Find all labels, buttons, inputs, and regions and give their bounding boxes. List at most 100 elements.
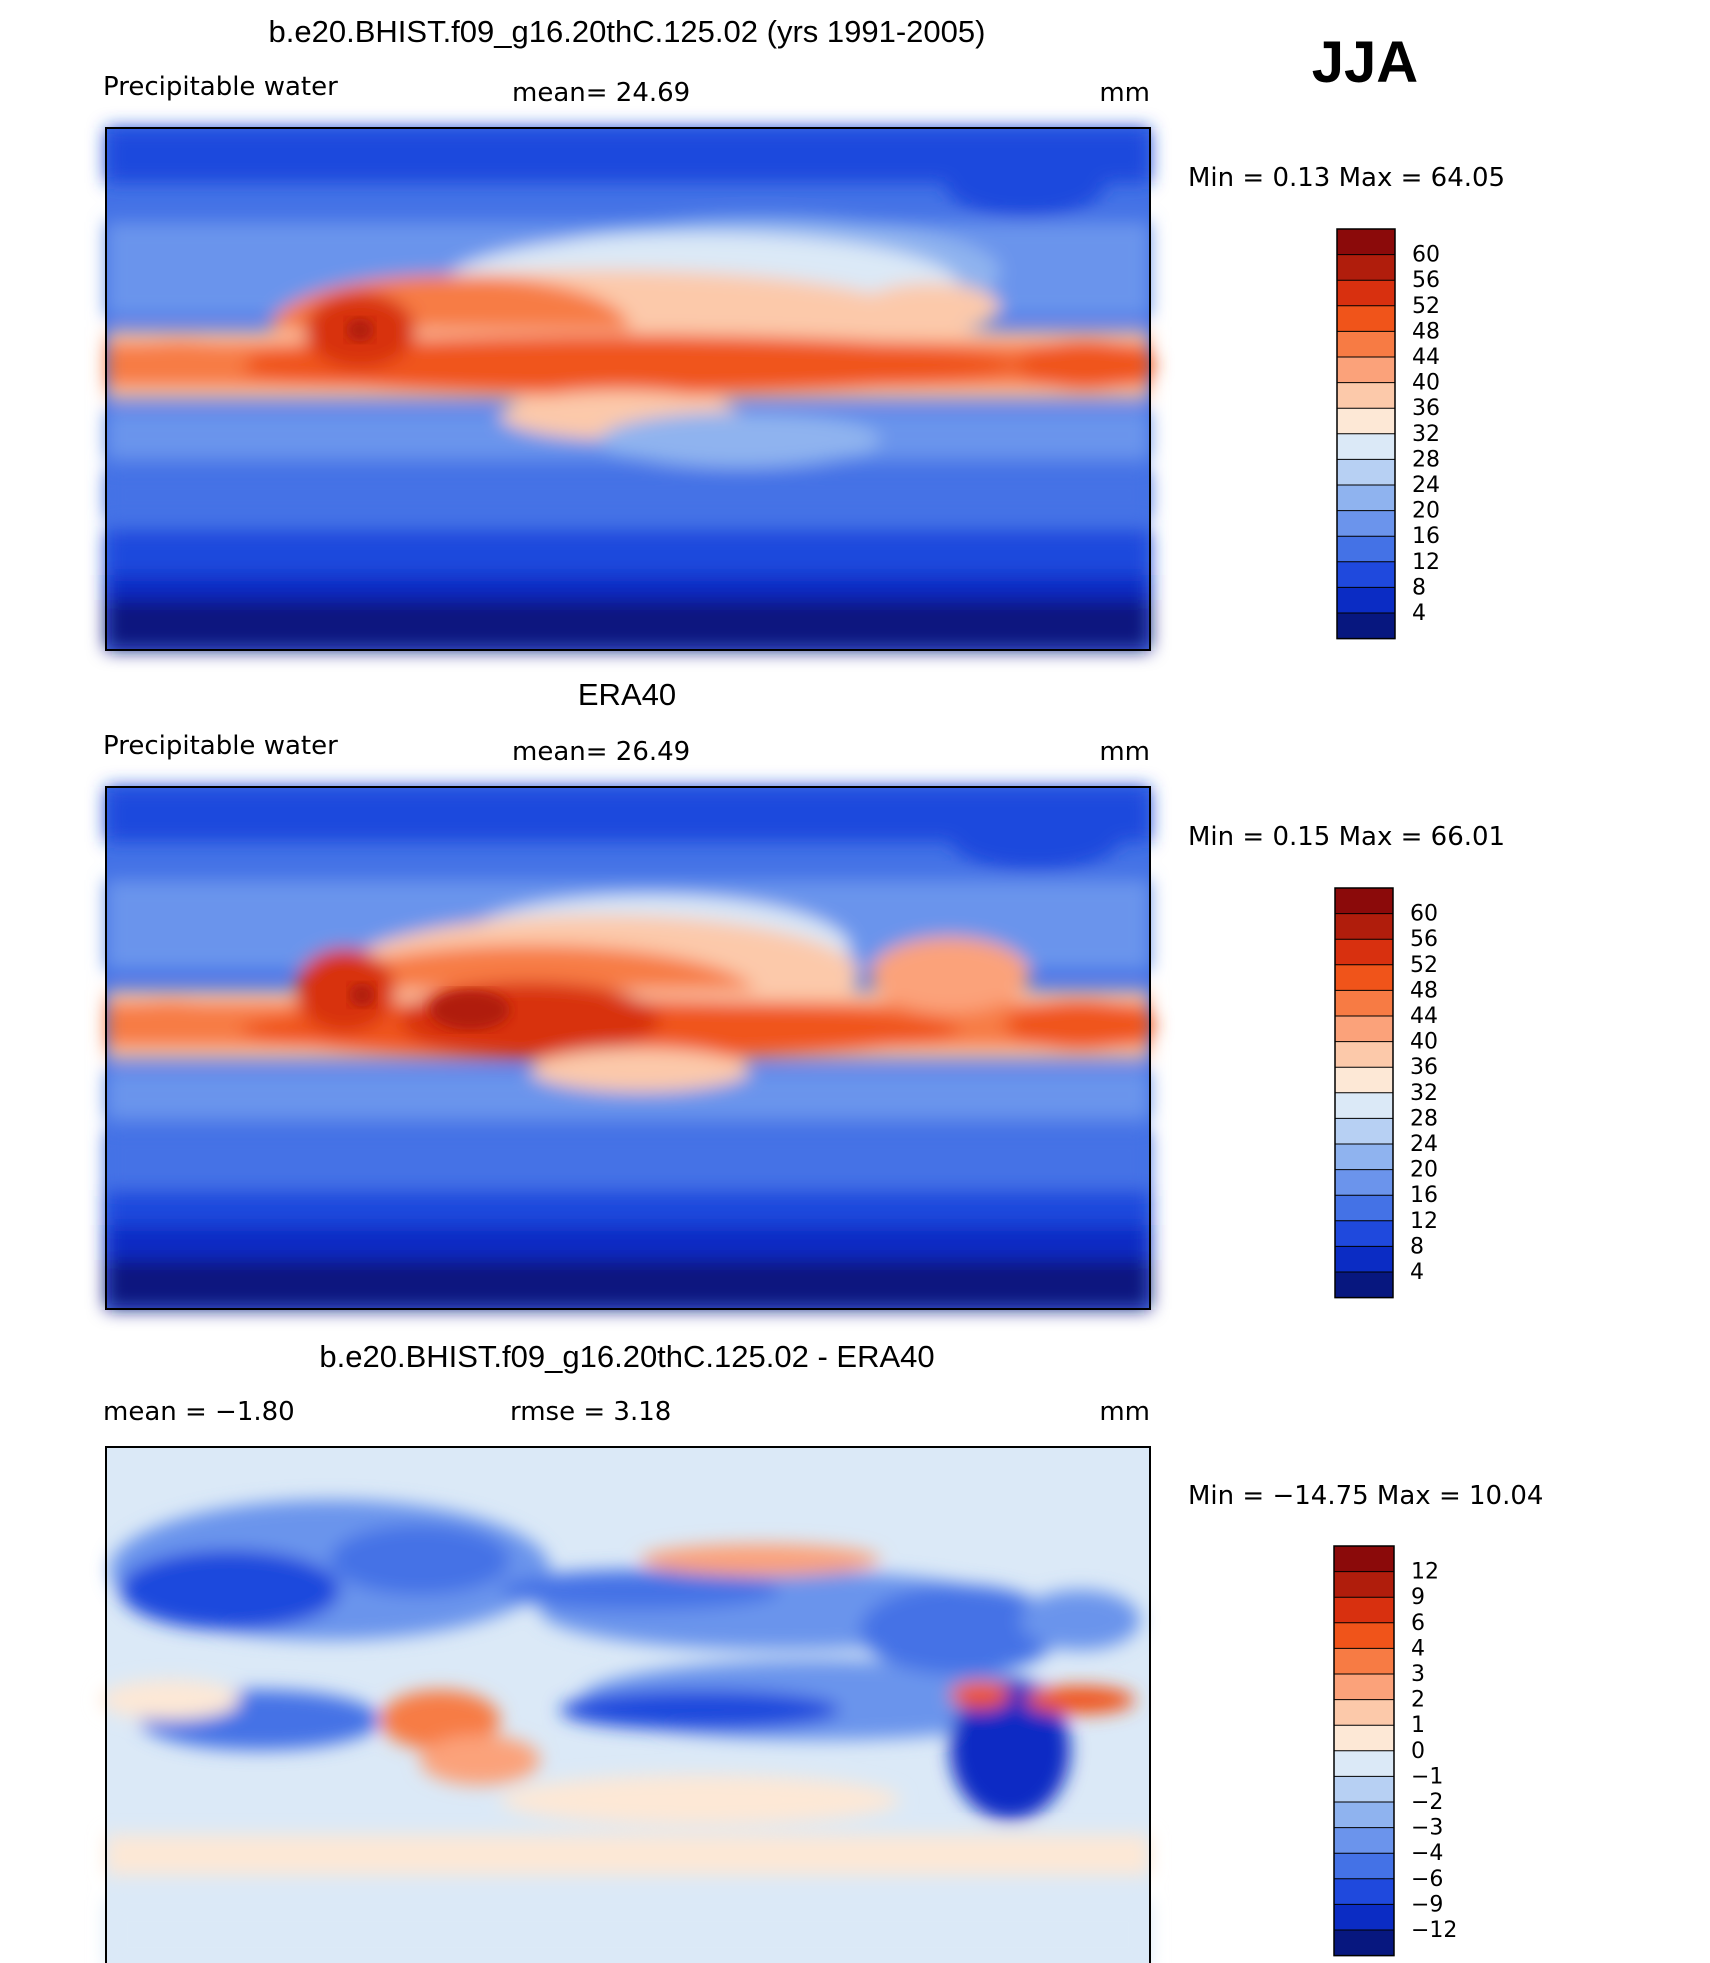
panel-2-unit: mm xyxy=(1099,737,1150,767)
colorbar-swatch xyxy=(1337,485,1395,512)
colorbar-swatch xyxy=(1334,1725,1394,1752)
colorbar-swatch xyxy=(1335,964,1393,991)
colorbar-swatch xyxy=(1334,1699,1394,1726)
colorbar-tick-label: −2 xyxy=(1411,1790,1443,1815)
colorbar-tick-label: 60 xyxy=(1412,243,1440,268)
colorbar-tick-label: 52 xyxy=(1410,953,1438,978)
colorbar-swatch xyxy=(1337,587,1395,614)
panel-1-mean-label: mean= 24.69 xyxy=(512,78,690,108)
panel-1-title: b.e20.BHIST.f09_g16.20thC.125.02 (yrs 19… xyxy=(269,14,986,49)
colorbar-tick-label: 4 xyxy=(1411,1636,1425,1661)
colorbar-swatch xyxy=(1337,510,1395,537)
colorbar-tick-label: 40 xyxy=(1412,371,1440,396)
colorbar-swatch xyxy=(1337,459,1395,486)
colorbar-swatch xyxy=(1335,1016,1393,1043)
colorbar-swatch xyxy=(1335,1092,1393,1119)
panel-3-mean-label: mean = −1.80 xyxy=(103,1397,295,1427)
colorbar-tick-label: 20 xyxy=(1410,1158,1438,1183)
colorbar-tick-label: 12 xyxy=(1410,1209,1438,1234)
colorbar-border xyxy=(1334,887,1394,1299)
colorbar-tick-label: 52 xyxy=(1412,294,1440,319)
colorbar-swatch xyxy=(1334,1546,1394,1573)
colorbar-tick-label: 48 xyxy=(1410,978,1438,1003)
colorbar-tick-label: −4 xyxy=(1411,1841,1443,1866)
colorbar-tick-label: 24 xyxy=(1412,473,1440,498)
season-label: JJA xyxy=(1312,30,1418,95)
colorbar-swatch xyxy=(1334,1878,1394,1905)
colorbar-tick-label: 9 xyxy=(1411,1585,1425,1610)
colorbar-swatch xyxy=(1335,888,1393,915)
colorbar-tick-label: 20 xyxy=(1412,499,1440,524)
colorbar-swatch xyxy=(1335,1144,1393,1171)
panel-1-minmax: Min = 0.13 Max = 64.05 xyxy=(1188,163,1505,193)
colorbar-swatch xyxy=(1334,1930,1394,1957)
colorbar-tick-label: 4 xyxy=(1412,601,1426,626)
colorbar-swatch xyxy=(1337,229,1395,256)
colorbar-swatch xyxy=(1334,1674,1394,1701)
panel-3-rmse-label: rmse = 3.18 xyxy=(510,1397,671,1427)
colorbar-swatch xyxy=(1334,1571,1394,1598)
colorbar-swatch xyxy=(1334,1904,1394,1931)
colorbar-tick-label: 40 xyxy=(1410,1030,1438,1055)
colorbar-swatch xyxy=(1337,305,1395,332)
colorbar-tick-label: 16 xyxy=(1412,524,1440,549)
colorbar-tick-label: −9 xyxy=(1411,1892,1443,1917)
panel-2-map xyxy=(105,786,1155,1310)
colorbar-tick-label: 28 xyxy=(1410,1106,1438,1131)
colorbar-swatch xyxy=(1335,1169,1393,1196)
colorbar-tick-label: 28 xyxy=(1412,447,1440,472)
colorbar-swatch xyxy=(1335,1272,1393,1299)
colorbar-tick-label: 8 xyxy=(1412,575,1426,600)
panel-2-minmax: Min = 0.15 Max = 66.01 xyxy=(1188,822,1505,852)
colorbar-swatch xyxy=(1337,433,1395,460)
colorbar-tick-label: 32 xyxy=(1412,422,1440,447)
colorbar-swatch xyxy=(1334,1776,1394,1803)
colorbar-swatch xyxy=(1334,1622,1394,1649)
colorbar-tick-label: 1 xyxy=(1411,1713,1425,1738)
colorbar-tick-label: 4 xyxy=(1410,1260,1424,1285)
panel-1-left-label: Precipitable water xyxy=(103,72,338,102)
panel-3-unit: mm xyxy=(1099,1397,1150,1427)
colorbar-swatch xyxy=(1337,408,1395,435)
colorbar-swatch xyxy=(1335,1041,1393,1068)
colorbar-border xyxy=(1336,228,1396,640)
colorbar-tick-label: 2 xyxy=(1411,1688,1425,1713)
colorbar-swatch xyxy=(1337,254,1395,281)
colorbar-tick-label: 0 xyxy=(1411,1739,1425,1764)
colorbar-tick-label: 6 xyxy=(1411,1611,1425,1636)
colorbar-swatch xyxy=(1335,1220,1393,1247)
colorbar-tick-label: 56 xyxy=(1412,268,1440,293)
panel-3-minmax: Min = −14.75 Max = 10.04 xyxy=(1188,1481,1543,1511)
colorbar-swatch xyxy=(1335,1118,1393,1145)
colorbar-swatch xyxy=(1334,1597,1394,1624)
panel-2-mean-label: mean= 26.49 xyxy=(512,737,690,767)
colorbar-swatch xyxy=(1334,1648,1394,1675)
colorbar-tick-label: 48 xyxy=(1412,319,1440,344)
colorbar-tick-label: 60 xyxy=(1410,902,1438,927)
colorbar-tick-label: −12 xyxy=(1411,1918,1457,1943)
colorbar-tick-label: 44 xyxy=(1410,1004,1438,1029)
panel-2-title: ERA40 xyxy=(578,677,676,712)
colorbar-swatch xyxy=(1335,913,1393,940)
colorbar-swatch xyxy=(1337,357,1395,384)
colorbar-swatch xyxy=(1334,1827,1394,1854)
colorbar-swatch xyxy=(1337,280,1395,307)
colorbar-swatch xyxy=(1335,990,1393,1017)
colorbar-tick-label: 44 xyxy=(1412,345,1440,370)
colorbar-swatch xyxy=(1337,561,1395,588)
colorbar-tick-label: 8 xyxy=(1410,1234,1424,1259)
panel-1-unit: mm xyxy=(1099,78,1150,108)
colorbar-tick-label: −3 xyxy=(1411,1816,1443,1841)
colorbar-tick-label: 36 xyxy=(1410,1055,1438,1080)
colorbar-tick-label: 56 xyxy=(1410,927,1438,952)
colorbar-tick-label: 12 xyxy=(1411,1560,1439,1585)
colorbar-tick-label: −1 xyxy=(1411,1764,1443,1789)
panel-3-map xyxy=(100,1446,1151,1963)
colorbar-swatch xyxy=(1335,939,1393,966)
colorbar-tick-label: 24 xyxy=(1410,1132,1438,1157)
colorbar-swatch xyxy=(1337,382,1395,409)
